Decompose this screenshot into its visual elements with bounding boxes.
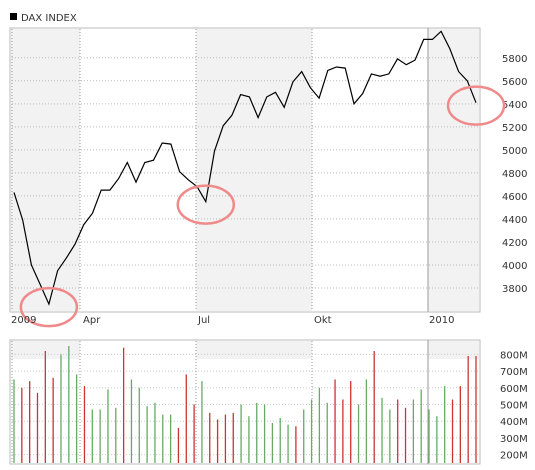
shade-band — [428, 29, 479, 311]
shade-band — [11, 341, 80, 359]
vol-tick-label: 700M — [500, 367, 528, 378]
y-tick-label: 4200 — [502, 238, 527, 249]
y-tick-label: 5600 — [502, 77, 527, 88]
y-tick-label: 5400 — [502, 100, 527, 111]
highlight-circle — [176, 184, 236, 225]
y-tick-label: 5200 — [502, 123, 527, 134]
price-panel: 3800 4000 4200 4400 4600 4800 5000 5200 5400 5600… — [9, 27, 527, 328]
y-tick-label: 4400 — [502, 215, 527, 226]
y-tick-label: 5800 — [502, 54, 527, 65]
shade-band — [428, 341, 479, 359]
y-tick-label: 4800 — [502, 169, 527, 180]
shade-band — [11, 29, 80, 311]
y-tick-label: 5000 — [502, 146, 527, 157]
highlight-circle — [446, 85, 506, 126]
x-tick-label: 2009 — [11, 315, 36, 326]
x-axis: 2009 Apr Jul Okt 2010 — [11, 315, 454, 326]
chart-title: DAX INDEX — [21, 13, 77, 24]
vol-tick-label: 300M — [500, 434, 528, 445]
x-tick-label: Okt — [314, 315, 332, 326]
x-tick-label: Jul — [197, 315, 210, 326]
y-tick-label: 4600 — [502, 192, 527, 203]
shade-band — [196, 29, 312, 311]
price-line — [13, 30, 477, 306]
vol-tick-label: 400M — [500, 417, 528, 428]
highlight-circle — [19, 286, 79, 328]
vol-tick-label: 600M — [500, 384, 528, 395]
vol-tick-label: 800M — [500, 350, 528, 361]
title-marker-icon — [10, 13, 17, 20]
y-tick-label: 3800 — [502, 284, 527, 295]
x-tick-label: Apr — [83, 315, 101, 326]
vol-tick-label: 500M — [500, 401, 528, 412]
shade-band — [196, 341, 312, 359]
y-tick-label: 4000 — [502, 261, 527, 272]
x-tick-label: 2010 — [429, 315, 454, 326]
volume-panel: 800M 700M 600M 500M 400M 300M 200M — [9, 339, 528, 465]
vol-tick-label: 200M — [500, 451, 528, 462]
